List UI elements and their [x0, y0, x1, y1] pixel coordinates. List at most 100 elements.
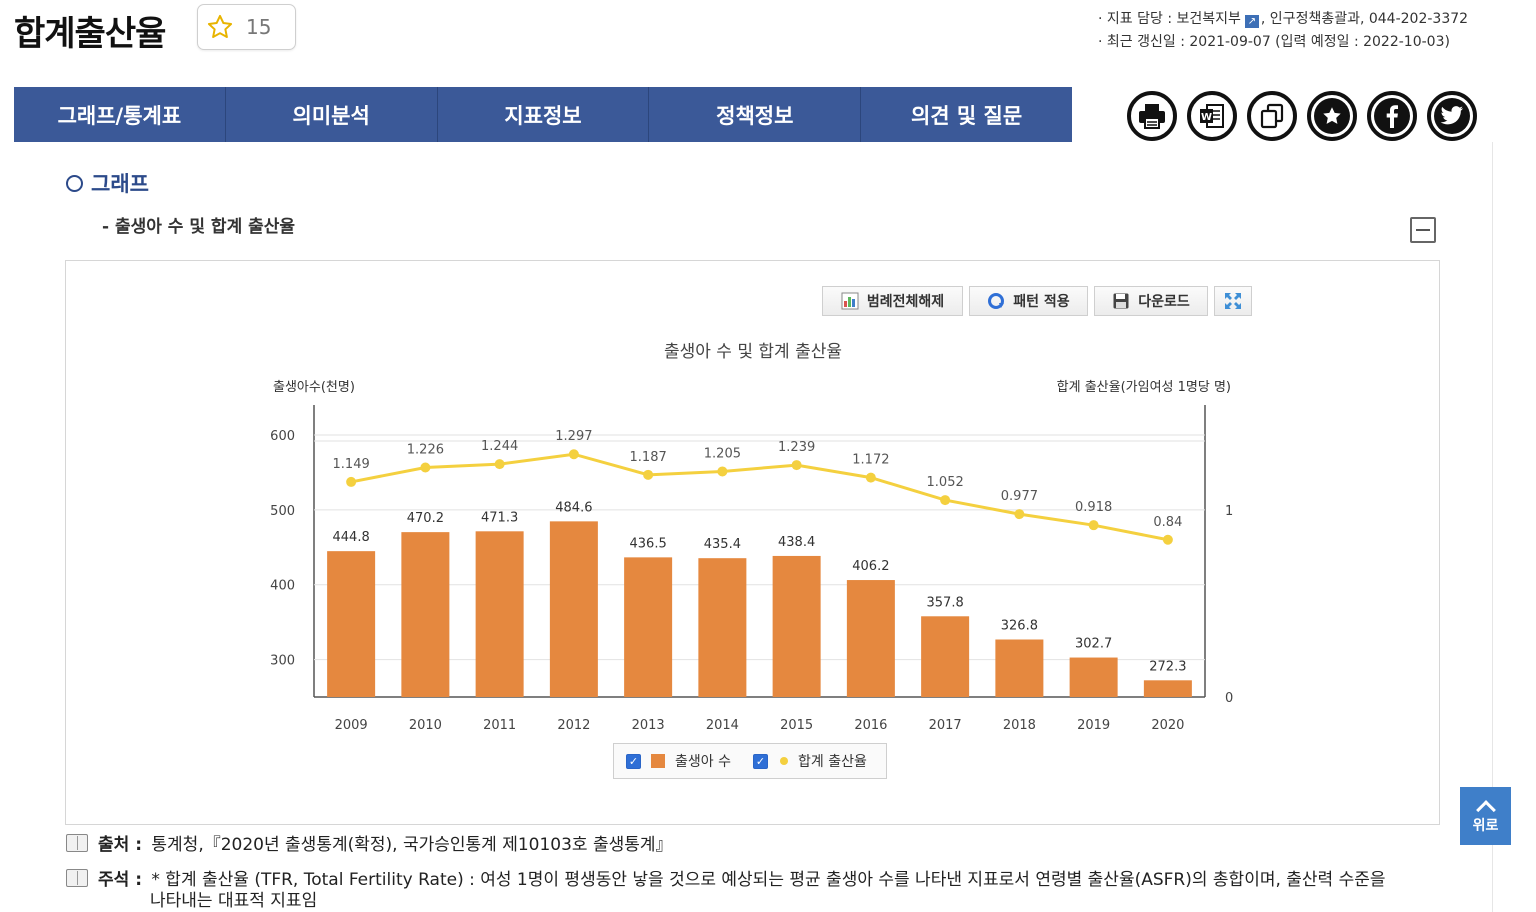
x-tick-label: 2015 [780, 718, 813, 733]
star-outline-icon [207, 14, 233, 39]
point-tfr-2012[interactable] [568, 449, 579, 460]
point-tfr-2014[interactable] [717, 466, 728, 477]
bar-births-2020[interactable] [1143, 680, 1192, 697]
book-icon [66, 869, 88, 887]
owner-detail: , 인구정책총괄과, 044-202-3372 [1260, 11, 1469, 27]
line-value-label: 1.052 [927, 475, 964, 490]
facebook-icon [1386, 105, 1398, 128]
bar-births-2016[interactable] [846, 580, 895, 697]
chart-legend: ✓ 출생아 수 ✓ 합계 출산율 [613, 743, 887, 779]
updated-value: 2021-09-07 (입력 예정일 : 2022-10-03) [1189, 34, 1450, 50]
bar-births-2009[interactable] [327, 551, 376, 697]
legend-swatch-births [651, 754, 665, 768]
x-tick-label: 2009 [335, 718, 368, 733]
tab-opinion-question[interactable]: 의견 및 질문 [910, 103, 1023, 128]
twitter-icon [1440, 106, 1463, 125]
legend-checkbox-births[interactable]: ✓ [626, 753, 641, 769]
graph-section-heading: 그래프 [66, 168, 149, 198]
bar-value-label: 272.3 [1149, 659, 1186, 674]
bar-value-label: 357.8 [927, 595, 964, 610]
tab-meaning-analysis[interactable]: 의미분석 [226, 87, 438, 142]
point-tfr-2018[interactable] [1014, 509, 1025, 520]
tab-policy-info[interactable]: 정책정보 [649, 87, 862, 142]
copy-icon [1260, 103, 1284, 129]
point-tfr-2013[interactable] [643, 469, 654, 480]
book-icon [66, 834, 88, 852]
line-value-label: 1.244 [481, 439, 518, 454]
source-note: 출처 : 통계청,『2020년 출생통계(확정), 국가승인통계 제10103호… [66, 830, 673, 855]
line-value-label: 0.918 [1075, 500, 1112, 515]
bar-births-2018[interactable] [995, 639, 1044, 697]
bar-births-2011[interactable] [475, 531, 524, 697]
point-tfr-2016[interactable] [865, 472, 876, 483]
bar-births-2019[interactable] [1069, 657, 1118, 697]
scroll-top-button[interactable]: 위로 [1460, 787, 1511, 845]
legend-toggle-label: 범례전체해제 [866, 294, 945, 310]
favorite-button[interactable]: 15 [197, 4, 296, 50]
pattern-button[interactable]: 패턴 적용 [969, 286, 1088, 316]
point-tfr-2009[interactable] [346, 476, 357, 487]
source-text: 통계청,『2020년 출생통계(확정), 국가승인통계 제10103호 출생통계… [151, 835, 673, 855]
bar-value-label: 326.8 [1001, 618, 1038, 633]
chart-legend-icon [841, 292, 859, 310]
bar-births-2014[interactable] [698, 558, 747, 697]
pattern-refresh-icon [988, 293, 1005, 309]
collapse-button[interactable] [1410, 217, 1436, 243]
bar-value-label: 471.3 [481, 510, 518, 525]
source-label: 출처 : [98, 835, 142, 855]
tab-indicator-info[interactable]: 지표정보 [438, 87, 650, 142]
star-icon [1323, 107, 1341, 124]
external-link-icon[interactable]: ↗ [1244, 15, 1259, 28]
left-tick-label: 300 [270, 654, 295, 669]
line-value-label: 1.226 [407, 443, 444, 458]
bookmark-button[interactable] [1307, 91, 1357, 141]
print-icon [1139, 104, 1165, 129]
point-tfr-2020[interactable] [1162, 534, 1173, 545]
tab-graph-table[interactable]: 그래프/통계표 [14, 87, 226, 142]
bar-births-2017[interactable] [921, 616, 970, 697]
twitter-share-button[interactable] [1427, 91, 1477, 141]
updated-label: · 최근 갱신일 : [1098, 34, 1190, 50]
line-value-label: 1.297 [555, 429, 592, 444]
legend-label-tfr[interactable]: 합계 출산율 [797, 754, 867, 770]
left-tick-label: 600 [270, 429, 295, 444]
fullscreen-button[interactable] [1214, 286, 1252, 316]
left-tick-label: 400 [270, 579, 295, 594]
point-tfr-2010[interactable] [420, 462, 431, 473]
bar-value-label: 484.6 [555, 500, 592, 515]
main-tabs: 그래프/통계표 의미분석 지표정보 정책정보 의견 및 질문 [14, 87, 1072, 142]
point-tfr-2015[interactable] [791, 460, 802, 471]
content-right-border [1492, 142, 1493, 912]
download-button[interactable]: 다운로드 [1094, 286, 1208, 316]
bar-births-2012[interactable] [549, 521, 598, 697]
point-tfr-2019[interactable] [1088, 520, 1099, 531]
owner-dept-link[interactable]: 보건복지부 [1176, 11, 1241, 27]
legend-checkbox-tfr[interactable]: ✓ [752, 753, 768, 769]
line-value-label: 0.84 [1153, 515, 1182, 530]
bar-births-2010[interactable] [401, 532, 450, 697]
copy-url-button[interactable] [1247, 91, 1297, 141]
line-value-label: 1.205 [704, 446, 741, 461]
bar-births-2015[interactable] [772, 555, 821, 697]
point-tfr-2017[interactable] [940, 495, 951, 506]
bar-value-label: 302.7 [1075, 637, 1112, 652]
x-tick-label: 2017 [929, 718, 962, 733]
bar-value-label: 436.5 [630, 536, 667, 551]
circle-bullet-icon [66, 175, 83, 192]
word-icon: W [1200, 104, 1224, 128]
legend-label-births[interactable]: 출생아 수 [675, 754, 731, 770]
legend-toggle-button[interactable]: 범례전체해제 [822, 286, 963, 316]
word-export-button[interactable]: W [1187, 91, 1237, 141]
x-tick-label: 2019 [1077, 718, 1110, 733]
print-button[interactable] [1127, 91, 1177, 141]
left-axis-title: 출생아수(천명) [273, 380, 355, 395]
fullscreen-icon [1225, 293, 1241, 309]
chart-title: 출생아 수 및 합계 출산율 [664, 342, 842, 362]
bar-births-2013[interactable] [624, 557, 673, 697]
favorite-count: 15 [246, 15, 272, 39]
bar-value-label: 406.2 [852, 559, 889, 574]
facebook-share-button[interactable] [1367, 91, 1417, 141]
legend-swatch-tfr [779, 757, 788, 765]
point-tfr-2011[interactable] [494, 459, 505, 470]
